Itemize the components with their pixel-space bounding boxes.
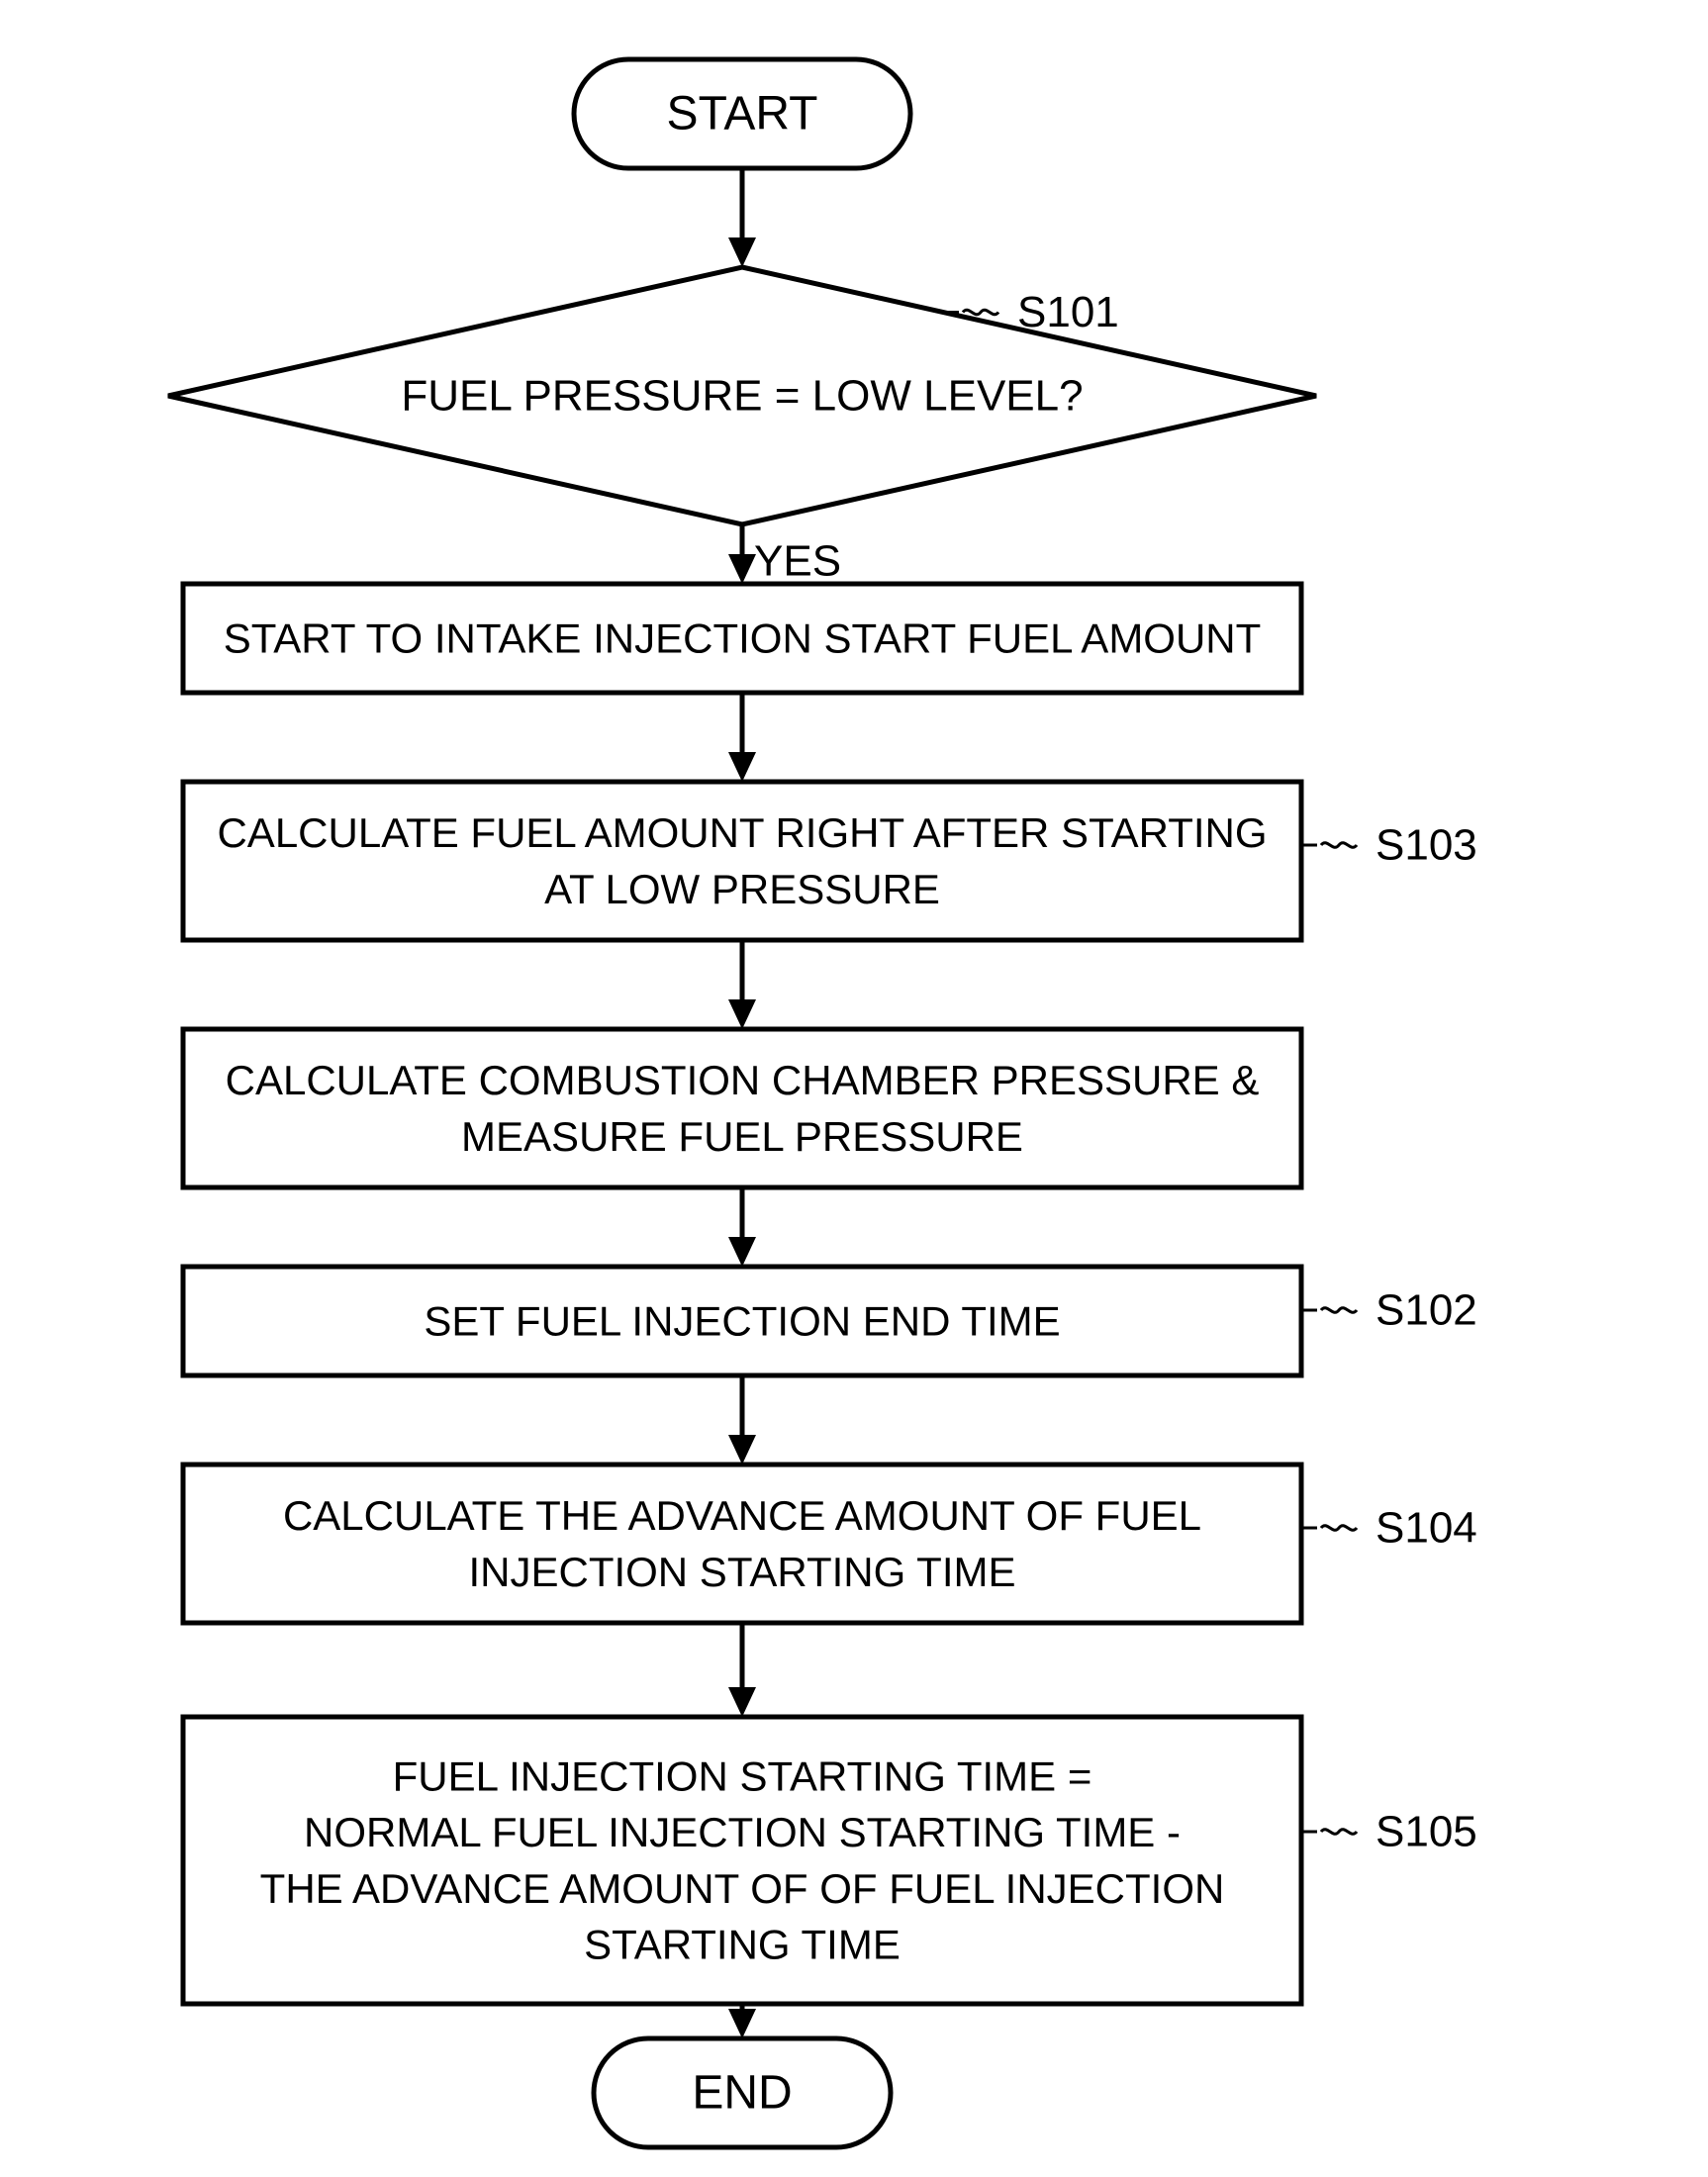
label-lead-p2: S103 bbox=[1301, 821, 1477, 870]
arrow-head bbox=[728, 237, 756, 267]
process-text-p6-line3: STARTING TIME bbox=[584, 1922, 901, 1968]
arrow-head bbox=[728, 1435, 756, 1465]
arrow-head bbox=[728, 1237, 756, 1267]
step-label-p2: S103 bbox=[1376, 821, 1477, 870]
step-label-p4: S102 bbox=[1376, 1286, 1477, 1335]
edge-label: YES bbox=[754, 537, 841, 586]
process-text-p4-line0: SET FUEL INJECTION END TIME bbox=[424, 1298, 1060, 1345]
process-p2 bbox=[183, 782, 1301, 940]
process-text-p6-line0: FUEL INJECTION STARTING TIME = bbox=[393, 1752, 1092, 1799]
terminator-text-end: END bbox=[692, 2067, 792, 2120]
step-label-dec: S101 bbox=[1017, 288, 1119, 336]
process-text-p3-line1: MEASURE FUEL PRESSURE bbox=[461, 1113, 1023, 1160]
arrow-head bbox=[728, 999, 756, 1029]
arrow-head bbox=[728, 554, 756, 584]
process-text-p5-line1: INJECTION STARTING TIME bbox=[468, 1549, 1015, 1595]
step-label-p6: S105 bbox=[1376, 1808, 1477, 1856]
process-text-p3-line0: CALCULATE COMBUSTION CHAMBER PRESSURE & bbox=[226, 1057, 1260, 1103]
process-text-p1-line0: START TO INTAKE INJECTION START FUEL AMO… bbox=[224, 615, 1262, 662]
arrow-head bbox=[728, 1687, 756, 1717]
process-p5 bbox=[183, 1465, 1301, 1623]
process-p3 bbox=[183, 1029, 1301, 1187]
process-text-p5-line0: CALCULATE THE ADVANCE AMOUNT OF FUEL bbox=[283, 1492, 1201, 1539]
label-lead-p5: S104 bbox=[1301, 1504, 1477, 1553]
label-lead-p4: S102 bbox=[1301, 1286, 1477, 1335]
step-label-p5: S104 bbox=[1376, 1504, 1477, 1553]
terminator-text-start: START bbox=[667, 88, 818, 141]
process-text-p2-line1: AT LOW PRESSURE bbox=[544, 866, 940, 912]
arrow-head bbox=[728, 752, 756, 782]
process-text-p6-line2: THE ADVANCE AMOUNT OF OF FUEL INJECTION bbox=[260, 1865, 1225, 1912]
process-text-p6-line1: NORMAL FUEL INJECTION STARTING TIME - bbox=[304, 1809, 1181, 1855]
arrow-head bbox=[728, 2009, 756, 2038]
process-text-p2-line0: CALCULATE FUEL AMOUNT RIGHT AFTER STARTI… bbox=[217, 809, 1267, 856]
decision-text-dec: FUEL PRESSURE = LOW LEVEL? bbox=[401, 372, 1083, 421]
label-lead-p6: S105 bbox=[1301, 1808, 1477, 1856]
